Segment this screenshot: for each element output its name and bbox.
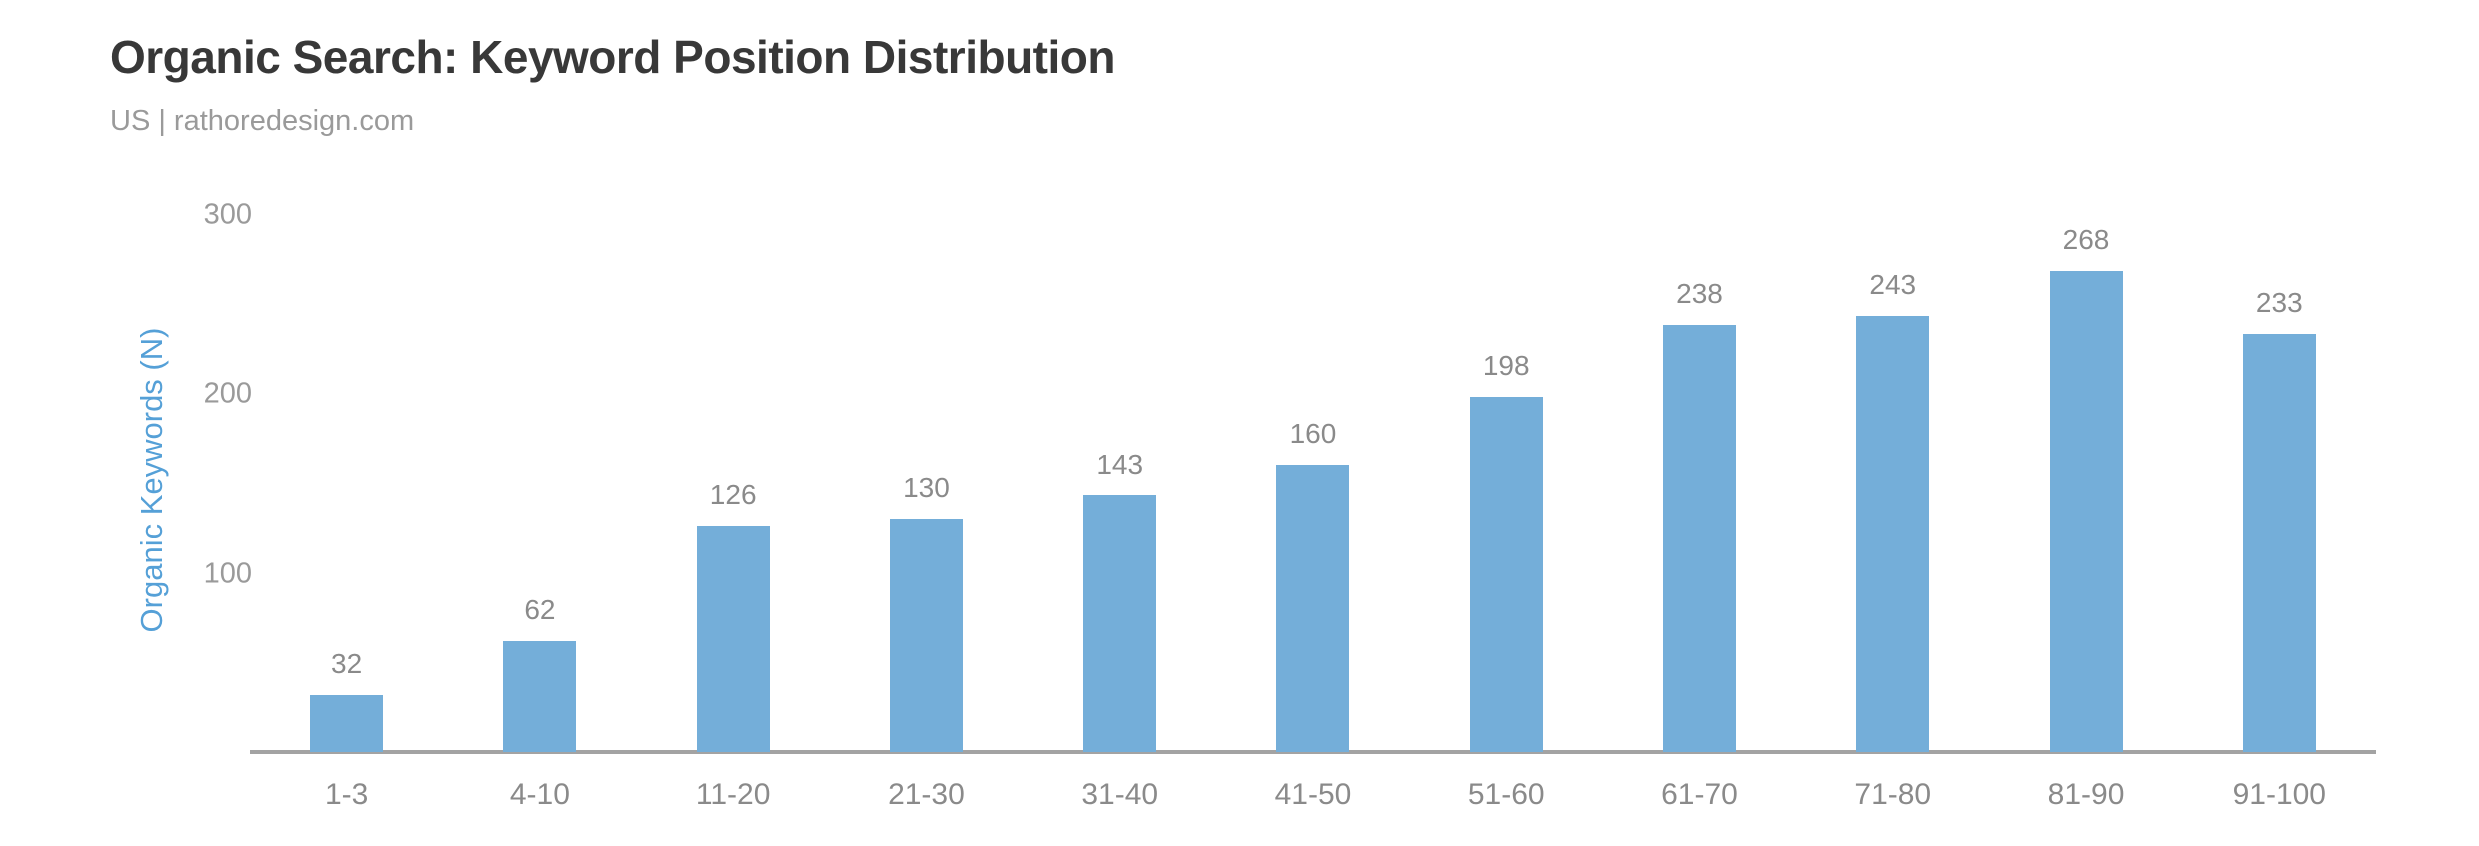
bar [1856, 315, 1930, 752]
bar-group: 126 [637, 478, 830, 752]
x-axis-tick-label: 81-90 [2047, 778, 2125, 811]
chart-title: Organic Search: Keyword Position Distrib… [110, 31, 1115, 83]
bar [2242, 333, 2316, 752]
bar-group: 243 [1796, 268, 1989, 752]
chart-subtitle: US | rathoredesign.com [110, 105, 415, 137]
bar [696, 525, 770, 752]
x-axis-tick-label: 51-60 [1467, 778, 1545, 811]
bar-group: 32 [250, 647, 443, 752]
bar-group: 62 [443, 593, 636, 752]
x-axis-tick-label: 71-80 [1854, 778, 1932, 811]
bar [503, 640, 577, 752]
x-axis-tick-label: 21-30 [888, 778, 965, 811]
bar [889, 518, 963, 752]
x-axis-tick-labels: 1-3 4-10 11-20 21-30 31-40 41-50 51-60 61-70 71-… [250, 778, 2376, 812]
bar [310, 694, 384, 752]
bar [1662, 324, 1736, 752]
bar-value-label: 126 [709, 479, 757, 511]
bar-value-label: 32 [331, 647, 363, 679]
bar [1276, 464, 1350, 752]
x-axis-tick-label: 61-70 [1661, 778, 1738, 811]
plot-area: 32 62 126 130 143 160 198 238 243 268 233 [250, 52, 2376, 752]
bar-value-label: 160 [1289, 418, 1337, 450]
x-axis-line [250, 750, 2376, 754]
bar-value-label: 238 [1676, 278, 1723, 310]
bar-value-label: 233 [2255, 287, 2303, 319]
y-axis-tick-label: 200 [203, 377, 252, 410]
bar-value-label: 143 [1096, 448, 1144, 480]
x-axis-tick-label: 31-40 [1081, 778, 1159, 811]
x-axis-tick-label: 91-100 [2232, 778, 2326, 811]
bar-group: 143 [1023, 448, 1216, 752]
bar-value-label: 198 [1482, 350, 1530, 381]
bar [1469, 396, 1543, 752]
x-axis-tick-label: 41-50 [1274, 778, 1352, 811]
y-axis-tick-label: 100 [203, 557, 252, 589]
bar-group: 130 [830, 471, 1023, 752]
bar-value-label: 268 [2062, 224, 2110, 256]
x-axis-tick-label: 11-20 [695, 778, 771, 811]
x-axis-tick-label: 4-10 [509, 778, 570, 811]
bar-group: 233 [2183, 286, 2376, 752]
bar-group: 198 [1410, 349, 1603, 752]
bar-value-label: 130 [903, 472, 950, 504]
bar-group: 268 [1989, 223, 2182, 752]
y-axis-tick-label: 300 [203, 198, 252, 230]
bar [2049, 270, 2123, 752]
bar [1083, 495, 1157, 752]
bar-group: 238 [1603, 277, 1796, 752]
y-axis-title: Organic Keywords (N) [134, 327, 169, 633]
x-axis-tick-label: 1-3 [324, 778, 369, 811]
bar-value-label: 62 [524, 594, 556, 626]
bar-group: 160 [1216, 417, 1409, 752]
bar-value-label: 243 [1869, 269, 1917, 301]
